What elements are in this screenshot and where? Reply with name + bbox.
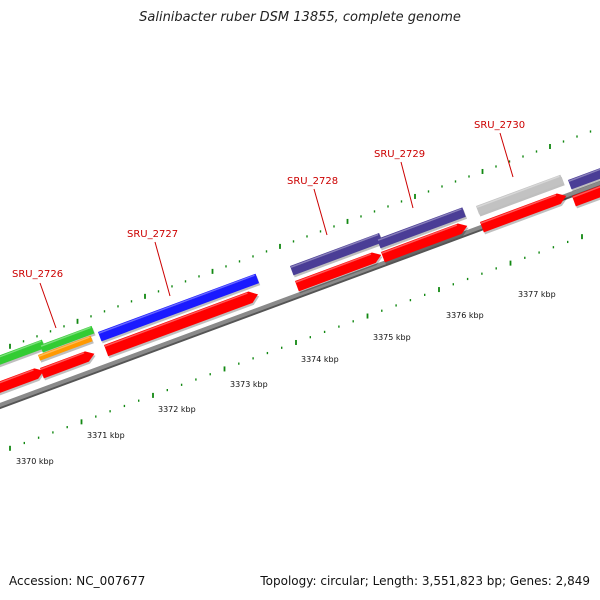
cds-bar-next[interactable] (572, 185, 600, 207)
gene-label-sru-2728[interactable]: SRU_2728 (287, 176, 338, 187)
feature-labels: SRU_2726 SRU_2727 SRU_2728 SRU_2729 SRU_2730 (12, 120, 525, 329)
scale-label: 3372 kbp (158, 405, 196, 414)
cds-bar-sru-2730[interactable] (480, 193, 567, 233)
cds-bar-sru-2727[interactable] (104, 291, 259, 357)
gene-bar-next-highlight (568, 168, 600, 182)
gene-label-leader (154, 241, 171, 297)
cds-bar-next-highlight (572, 186, 600, 198)
cds-bar-sru-2728[interactable] (295, 252, 382, 292)
cds-bar-sru-2729[interactable] (381, 223, 468, 263)
cds-bar-sru-2728-highlight (295, 253, 372, 283)
cds-bar-2[interactable] (40, 351, 95, 379)
gene-bar-green[interactable] (0, 339, 46, 366)
gene-bar-green-highlight (0, 340, 42, 358)
gene-label-sru-2730[interactable]: SRU_2730 (474, 120, 525, 131)
genome-stats-text: Topology: circular; Length: 3,551,823 bp… (260, 574, 590, 588)
gene-features (0, 166, 600, 396)
gene-bar-sru-2730[interactable] (476, 174, 564, 215)
gene-label-sru-2729[interactable]: SRU_2729 (374, 149, 425, 160)
gene-bar-green-2[interactable] (40, 325, 95, 353)
gene-label-sru-2727[interactable]: SRU_2727 (127, 229, 178, 240)
gene-bar-sru-2730-highlight (476, 175, 560, 208)
gene-bar-green-2-highlight (40, 326, 91, 347)
gene-label-leader (400, 161, 414, 209)
cds-bar-sru-2729-highlight (381, 224, 458, 254)
gene-label-leader (313, 188, 328, 236)
scale-labels: 3370 kbp 3371 kbp 3372 kbp 3373 kbp 3374 kbp… (16, 290, 556, 466)
gene-bar-next[interactable] (568, 166, 600, 190)
gene-bar-sru-2729-highlight (377, 208, 462, 241)
scale-label: 3374 kbp (301, 355, 339, 364)
scale-label: 3375 kbp (373, 333, 411, 342)
cds-bar-1-highlight (0, 369, 34, 384)
scale-label: 3376 kbp (446, 311, 484, 320)
gene-label-leader (39, 282, 57, 329)
cds-bar-sru-2727-highlight (104, 292, 248, 347)
gene-bar-sru-2728[interactable] (290, 233, 383, 276)
scale-label: 3370 kbp (16, 457, 54, 466)
gene-label-leader (499, 132, 514, 178)
accession-text: Accession: NC_007677 (9, 574, 146, 588)
scale-label: 3373 kbp (230, 380, 268, 389)
gene-label-sru-2726[interactable]: SRU_2726 (12, 269, 63, 280)
cds-bar-1[interactable] (0, 368, 44, 393)
gene-bar-sru-2727-highlight (98, 274, 255, 334)
scale-label: 3371 kbp (87, 431, 125, 440)
cds-bar-sru-2730-highlight (480, 194, 557, 224)
gene-bar-orange-highlight (38, 336, 90, 357)
gene-bar-sru-2729[interactable] (377, 207, 466, 249)
scale-label: 3377 kbp (518, 290, 556, 299)
gene-bar-sru-2727[interactable] (98, 273, 260, 342)
gene-bar-orange[interactable] (38, 335, 93, 361)
tick-marks (9, 130, 592, 451)
map-title: Salinibacter ruber DSM 13855, complete g… (139, 10, 461, 25)
gene-bar-sru-2728-highlight (290, 233, 379, 268)
cds-bar-2-highlight (40, 352, 85, 370)
